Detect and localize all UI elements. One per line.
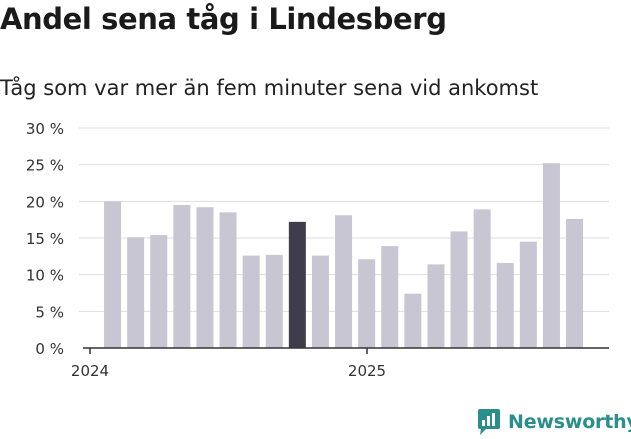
bar-2024-02 [127,237,145,348]
x-tick-label: 2025 [348,362,386,380]
bar-2024-01 [104,201,122,348]
bar-2025-07 [519,241,537,348]
y-tick-label: 20 % [26,193,64,211]
bar-2024-04 [173,205,191,348]
y-tick-label: 0 % [35,340,64,358]
brand-logo: Newsworthy [476,408,631,436]
bar-2024-10 [311,255,329,348]
x-tick-label: 2024 [71,362,109,380]
y-tick-label: 25 % [26,157,64,175]
y-tick-label: 30 % [26,120,64,138]
bar-2025-08 [542,163,560,348]
chart-subtitle: Tåg som var mer än fem minuter sena vid … [0,76,539,100]
bar-2024-11 [335,215,353,348]
bar-2025-06 [496,262,514,348]
y-tick-label: 10 % [26,267,64,285]
bar-2025-03 [427,264,445,348]
brand-name: Newsworthy [508,411,631,433]
y-tick-label: 5 % [35,303,64,321]
bar-2025-09 [566,218,584,348]
bar-2025-04 [450,231,468,348]
bar-2024-03 [150,235,168,348]
bar-2024-05 [196,207,214,348]
bar-2024-09 [288,221,306,348]
page-title: Andel sena tåg i Lindesberg [0,2,447,36]
bar-2024-07 [242,255,260,348]
newsworthy-logo-icon [478,409,500,435]
bar-2025-02 [404,293,422,348]
bar-2024-08 [265,254,283,348]
bar-2025-01 [381,246,399,348]
y-tick-label: 15 % [26,230,64,248]
bar-chart: 0 % 5 % 10 % 15 % 20 % 25 % 30 % 2024 2025 [26,120,609,380]
bar-2024-12 [358,259,376,348]
bar-2024-06 [219,212,237,348]
bar-2025-05 [473,209,491,348]
